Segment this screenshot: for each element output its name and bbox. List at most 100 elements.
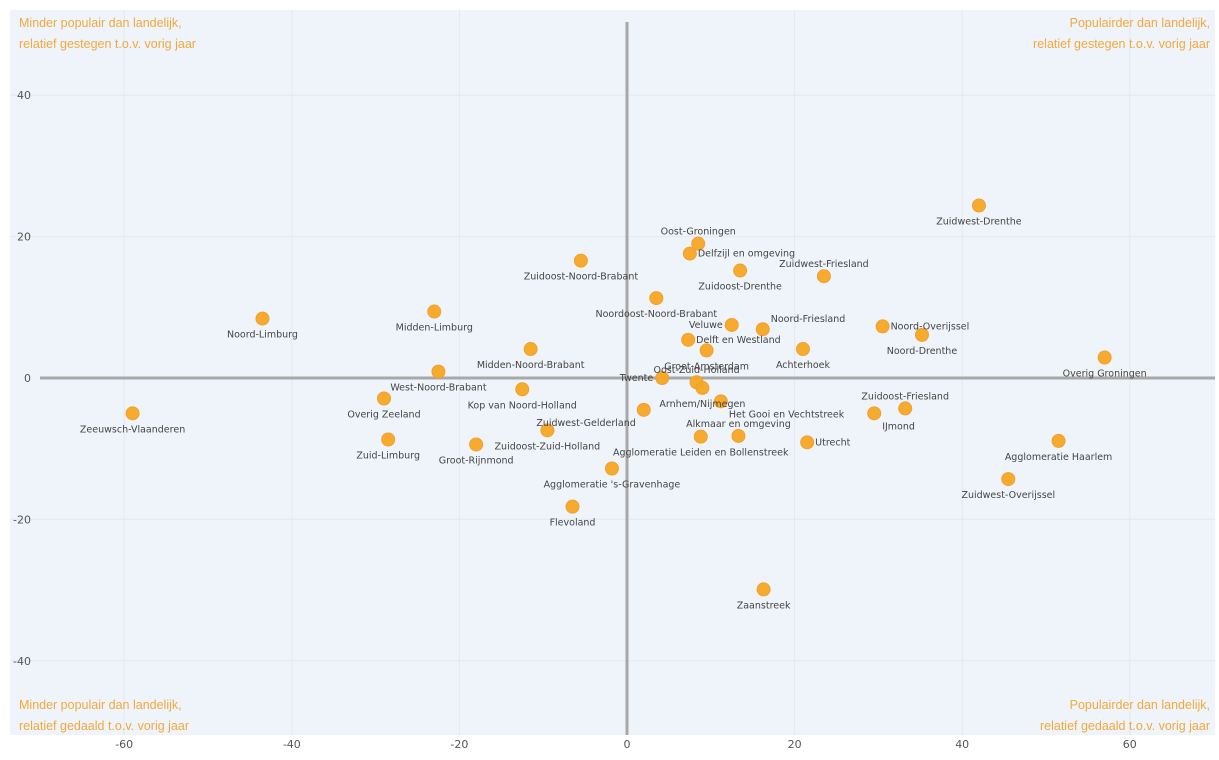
point-label: Achterhoek — [776, 360, 831, 371]
point-label: Groot-Amsterdam — [664, 361, 749, 372]
point-label: Overig Groningen — [1063, 368, 1147, 379]
point-label: Veluwe — [689, 320, 723, 331]
gridlines — [10, 10, 1215, 735]
point-label: Oost-Groningen — [661, 227, 736, 238]
point-label: Midden-Limburg — [396, 323, 473, 334]
data-point[interactable] — [867, 406, 882, 421]
point-label: IJmond — [882, 421, 915, 432]
point-label: Utrecht — [815, 437, 850, 448]
data-point[interactable] — [255, 311, 270, 326]
data-point[interactable] — [565, 499, 580, 514]
data-point[interactable] — [1001, 472, 1016, 487]
point-label: Zuidwest-Gelderland — [536, 418, 635, 429]
data-point[interactable] — [636, 402, 651, 417]
data-point[interactable] — [971, 198, 986, 213]
quadrant-bottom-right-line1: Populairder dan landelijk, — [1070, 698, 1210, 712]
point-label: Zuidoost-Drenthe — [698, 282, 782, 293]
x-tick-label: -60 — [115, 738, 133, 751]
x-tick-label: 20 — [788, 738, 802, 751]
point-label: Overig Zeeland — [347, 410, 420, 421]
data-point[interactable] — [755, 322, 770, 337]
point-label: West-Noord-Brabant — [390, 383, 486, 394]
tick-labels: -60 -40 -20 0 20 40 60 -40 -20 0 20 40 — [13, 89, 1137, 751]
data-point[interactable] — [381, 432, 396, 447]
quadrant-top-right-line2: relatief gestegen t.o.v. vorig jaar — [1033, 37, 1210, 51]
quadrant-top-left-line1: Minder populair dan landelijk, — [19, 16, 182, 30]
y-tick-label: -40 — [13, 655, 31, 668]
y-tick-label: 0 — [24, 372, 31, 385]
data-point[interactable] — [655, 371, 670, 385]
quadrant-labels: Minder populair dan landelijk, relatief … — [19, 16, 1210, 733]
point-label: Kop van Noord-Holland — [468, 400, 577, 411]
data-point[interactable] — [515, 382, 530, 397]
point-label: Delft en Westland — [696, 335, 780, 346]
point-label: Noord-Limburg — [227, 330, 298, 341]
plot-background — [10, 10, 1215, 735]
data-point[interactable] — [681, 332, 696, 347]
data-points — [125, 198, 1112, 597]
data-point[interactable] — [731, 428, 746, 443]
x-tick-label: 0 — [624, 738, 631, 751]
point-label: Groot-Rijnmond — [439, 455, 514, 466]
data-point[interactable] — [724, 317, 739, 332]
data-point[interactable] — [713, 394, 728, 409]
data-point[interactable] — [816, 269, 831, 284]
quadrant-bottom-left-line2: relatief gedaald t.o.v. vorig jaar — [19, 719, 189, 733]
point-label: Noordoost-Noord-Brabant — [595, 309, 717, 320]
x-tick-label: -20 — [450, 738, 468, 751]
point-label: Arnhem/Nijmegen — [659, 399, 745, 410]
point-label: Agglomeratie 's-Gravenhage — [544, 479, 681, 490]
data-point[interactable] — [376, 391, 391, 406]
point-label: Alkmaar en omgeving — [686, 419, 791, 430]
point-labels: Zuidwest-Drenthe Oost-Groningen Delfzijl e… — [80, 216, 1147, 611]
data-point[interactable] — [431, 364, 446, 379]
point-label: Oost-Zuid-Holland — [653, 365, 739, 376]
quadrant-top-right-line1: Populairder dan landelijk, — [1070, 16, 1210, 30]
point-label: Midden-Noord-Brabant — [477, 360, 585, 371]
point-label: Zuid-Limburg — [356, 451, 420, 462]
point-label: Zuidwest-Friesland — [779, 259, 869, 270]
data-point[interactable] — [604, 461, 619, 476]
data-point[interactable] — [523, 342, 538, 357]
x-tick-label: 40 — [955, 738, 969, 751]
data-point[interactable] — [691, 236, 706, 251]
point-label: Zeeuwsch-Vlaanderen — [80, 424, 185, 435]
point-label: Flevoland — [550, 518, 596, 529]
data-point[interactable] — [540, 423, 555, 438]
data-point[interactable] — [1051, 433, 1066, 448]
point-label: Het Gooi en Vechtstreek — [729, 409, 845, 420]
point-label: Zuidoost-Zuid-Holland — [495, 441, 601, 452]
quadrant-bottom-right-line2: relatief gedaald t.o.v. vorig jaar — [1040, 719, 1210, 733]
zero-axes — [40, 22, 1215, 735]
data-point[interactable] — [1097, 350, 1112, 365]
x-tick-label: -40 — [283, 738, 301, 751]
data-point[interactable] — [693, 429, 708, 444]
point-label: Zaanstreek — [737, 600, 791, 611]
data-point[interactable] — [469, 437, 484, 452]
point-label: Noord-Overijssel — [891, 321, 970, 332]
data-point[interactable] — [682, 246, 697, 261]
data-point[interactable] — [733, 263, 748, 278]
data-point[interactable] — [756, 582, 771, 597]
x-tick-label: 60 — [1123, 738, 1137, 751]
data-point[interactable] — [914, 327, 929, 342]
y-tick-label: 40 — [17, 89, 31, 102]
data-point[interactable] — [125, 406, 140, 421]
quadrant-bottom-left-line1: Minder populair dan landelijk, — [19, 698, 182, 712]
data-point[interactable] — [699, 343, 714, 358]
data-point[interactable] — [795, 342, 810, 357]
data-point[interactable] — [427, 304, 442, 319]
point-label: Noord-Drenthe — [887, 346, 958, 357]
point-label: Noord-Friesland — [771, 314, 846, 325]
point-label: Agglomeratie Leiden en Bollenstreek — [613, 448, 789, 459]
data-point[interactable] — [800, 435, 815, 450]
quadrant-top-left-line2: relatief gestegen t.o.v. vorig jaar — [19, 37, 196, 51]
data-point[interactable] — [898, 401, 913, 416]
data-point[interactable] — [875, 319, 890, 334]
data-point[interactable] — [695, 380, 710, 395]
data-point[interactable] — [649, 291, 664, 306]
data-point[interactable] — [573, 253, 588, 268]
point-label: Zuidwest-Drenthe — [936, 216, 1022, 227]
